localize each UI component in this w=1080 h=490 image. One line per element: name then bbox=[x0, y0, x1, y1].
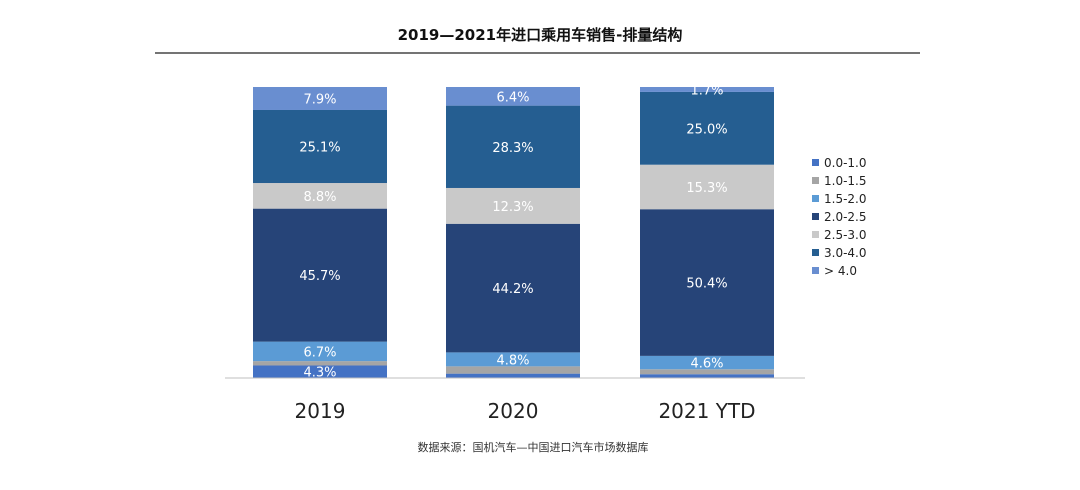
data-label: 12.3% bbox=[492, 200, 533, 215]
data-label: 50.4% bbox=[686, 277, 727, 292]
legend-label: 2.0-2.5 bbox=[824, 210, 867, 224]
legend-swatch bbox=[812, 159, 819, 166]
category-label: 2019 bbox=[295, 399, 346, 423]
bar-segment-2020-s3 bbox=[446, 223, 580, 353]
legend-label: 1.5-2.0 bbox=[824, 192, 867, 206]
data-label: 45.7% bbox=[299, 269, 340, 284]
category-label: 2020 bbox=[488, 399, 539, 423]
category-label: 2021 YTD bbox=[658, 399, 755, 423]
data-label: 28.3% bbox=[492, 141, 533, 156]
data-label: 6.7% bbox=[303, 345, 336, 360]
bar-segment-2021-ytd-s1 bbox=[640, 369, 774, 375]
category-labels: 2019 2020 2021 YTD bbox=[295, 399, 756, 423]
bar-segment-2019-s0 bbox=[253, 365, 387, 378]
legend-swatch bbox=[812, 249, 819, 256]
data-label: 4.3% bbox=[303, 366, 336, 381]
bar-segment-2019-s1 bbox=[253, 361, 387, 366]
legend-label: 0.0-1.0 bbox=[824, 156, 867, 170]
legend-swatch bbox=[812, 267, 819, 274]
bars: 4.3% 6.7% 45.7% 8.8% 25.1% 7.9% 4.8% 44.2% 12.3%… bbox=[253, 83, 774, 381]
chart-title: 2019—2021年进口乘用车销售-排量结构 bbox=[398, 26, 683, 44]
bar-segment-2019-s5 bbox=[253, 109, 387, 184]
data-label: 15.3% bbox=[686, 181, 727, 196]
bar-segment-2021-ytd-s2 bbox=[640, 355, 774, 370]
legend-label: 3.0-4.0 bbox=[824, 246, 867, 260]
bar-segment-2021-ytd-s6 bbox=[640, 87, 774, 92]
bar-segment-2019-s3 bbox=[253, 208, 387, 342]
legend-label: 1.0-1.5 bbox=[824, 174, 867, 188]
data-label: 1.7% bbox=[690, 83, 723, 98]
legend-swatch bbox=[812, 213, 819, 220]
data-label: 4.6% bbox=[690, 357, 723, 372]
bar-segment-2020-s4 bbox=[446, 187, 580, 224]
legend-label: > 4.0 bbox=[824, 264, 857, 278]
bar-segment-2020-s2 bbox=[446, 352, 580, 367]
bar-segment-2020-s6 bbox=[446, 87, 580, 106]
data-label: 8.8% bbox=[303, 190, 336, 205]
legend: 0.0-1.0 1.0-1.5 1.5-2.0 2.0-2.5 2.5-3.0 3.0-4… bbox=[812, 156, 867, 278]
bar-segment-2020-s0 bbox=[446, 373, 580, 378]
bar-segment-2019-s2 bbox=[253, 341, 387, 362]
legend-swatch bbox=[812, 231, 819, 238]
data-label: 4.8% bbox=[496, 353, 529, 368]
data-label: 44.2% bbox=[492, 282, 533, 297]
bar-segment-2020-s5 bbox=[446, 105, 580, 188]
bar-segment-2020-s1 bbox=[446, 366, 580, 374]
source-note: 数据来源：国机汽车—中国进口汽车市场数据库 bbox=[418, 440, 649, 454]
bar-segment-2021-ytd-s0 bbox=[640, 374, 774, 378]
legend-label: 2.5-3.0 bbox=[824, 228, 867, 242]
data-label: 7.9% bbox=[303, 92, 336, 107]
data-label: 6.4% bbox=[496, 90, 529, 105]
bar-segment-2021-ytd-s3 bbox=[640, 209, 774, 356]
bar-segment-2021-ytd-s4 bbox=[640, 164, 774, 210]
bar-segment-2021-ytd-s5 bbox=[640, 91, 774, 165]
legend-swatch bbox=[812, 177, 819, 184]
bar-segment-2019-s6 bbox=[253, 87, 387, 110]
data-label: 25.1% bbox=[299, 141, 340, 156]
legend-swatch bbox=[812, 195, 819, 202]
bar-segment-2019-s4 bbox=[253, 183, 387, 209]
data-label: 25.0% bbox=[686, 122, 727, 137]
